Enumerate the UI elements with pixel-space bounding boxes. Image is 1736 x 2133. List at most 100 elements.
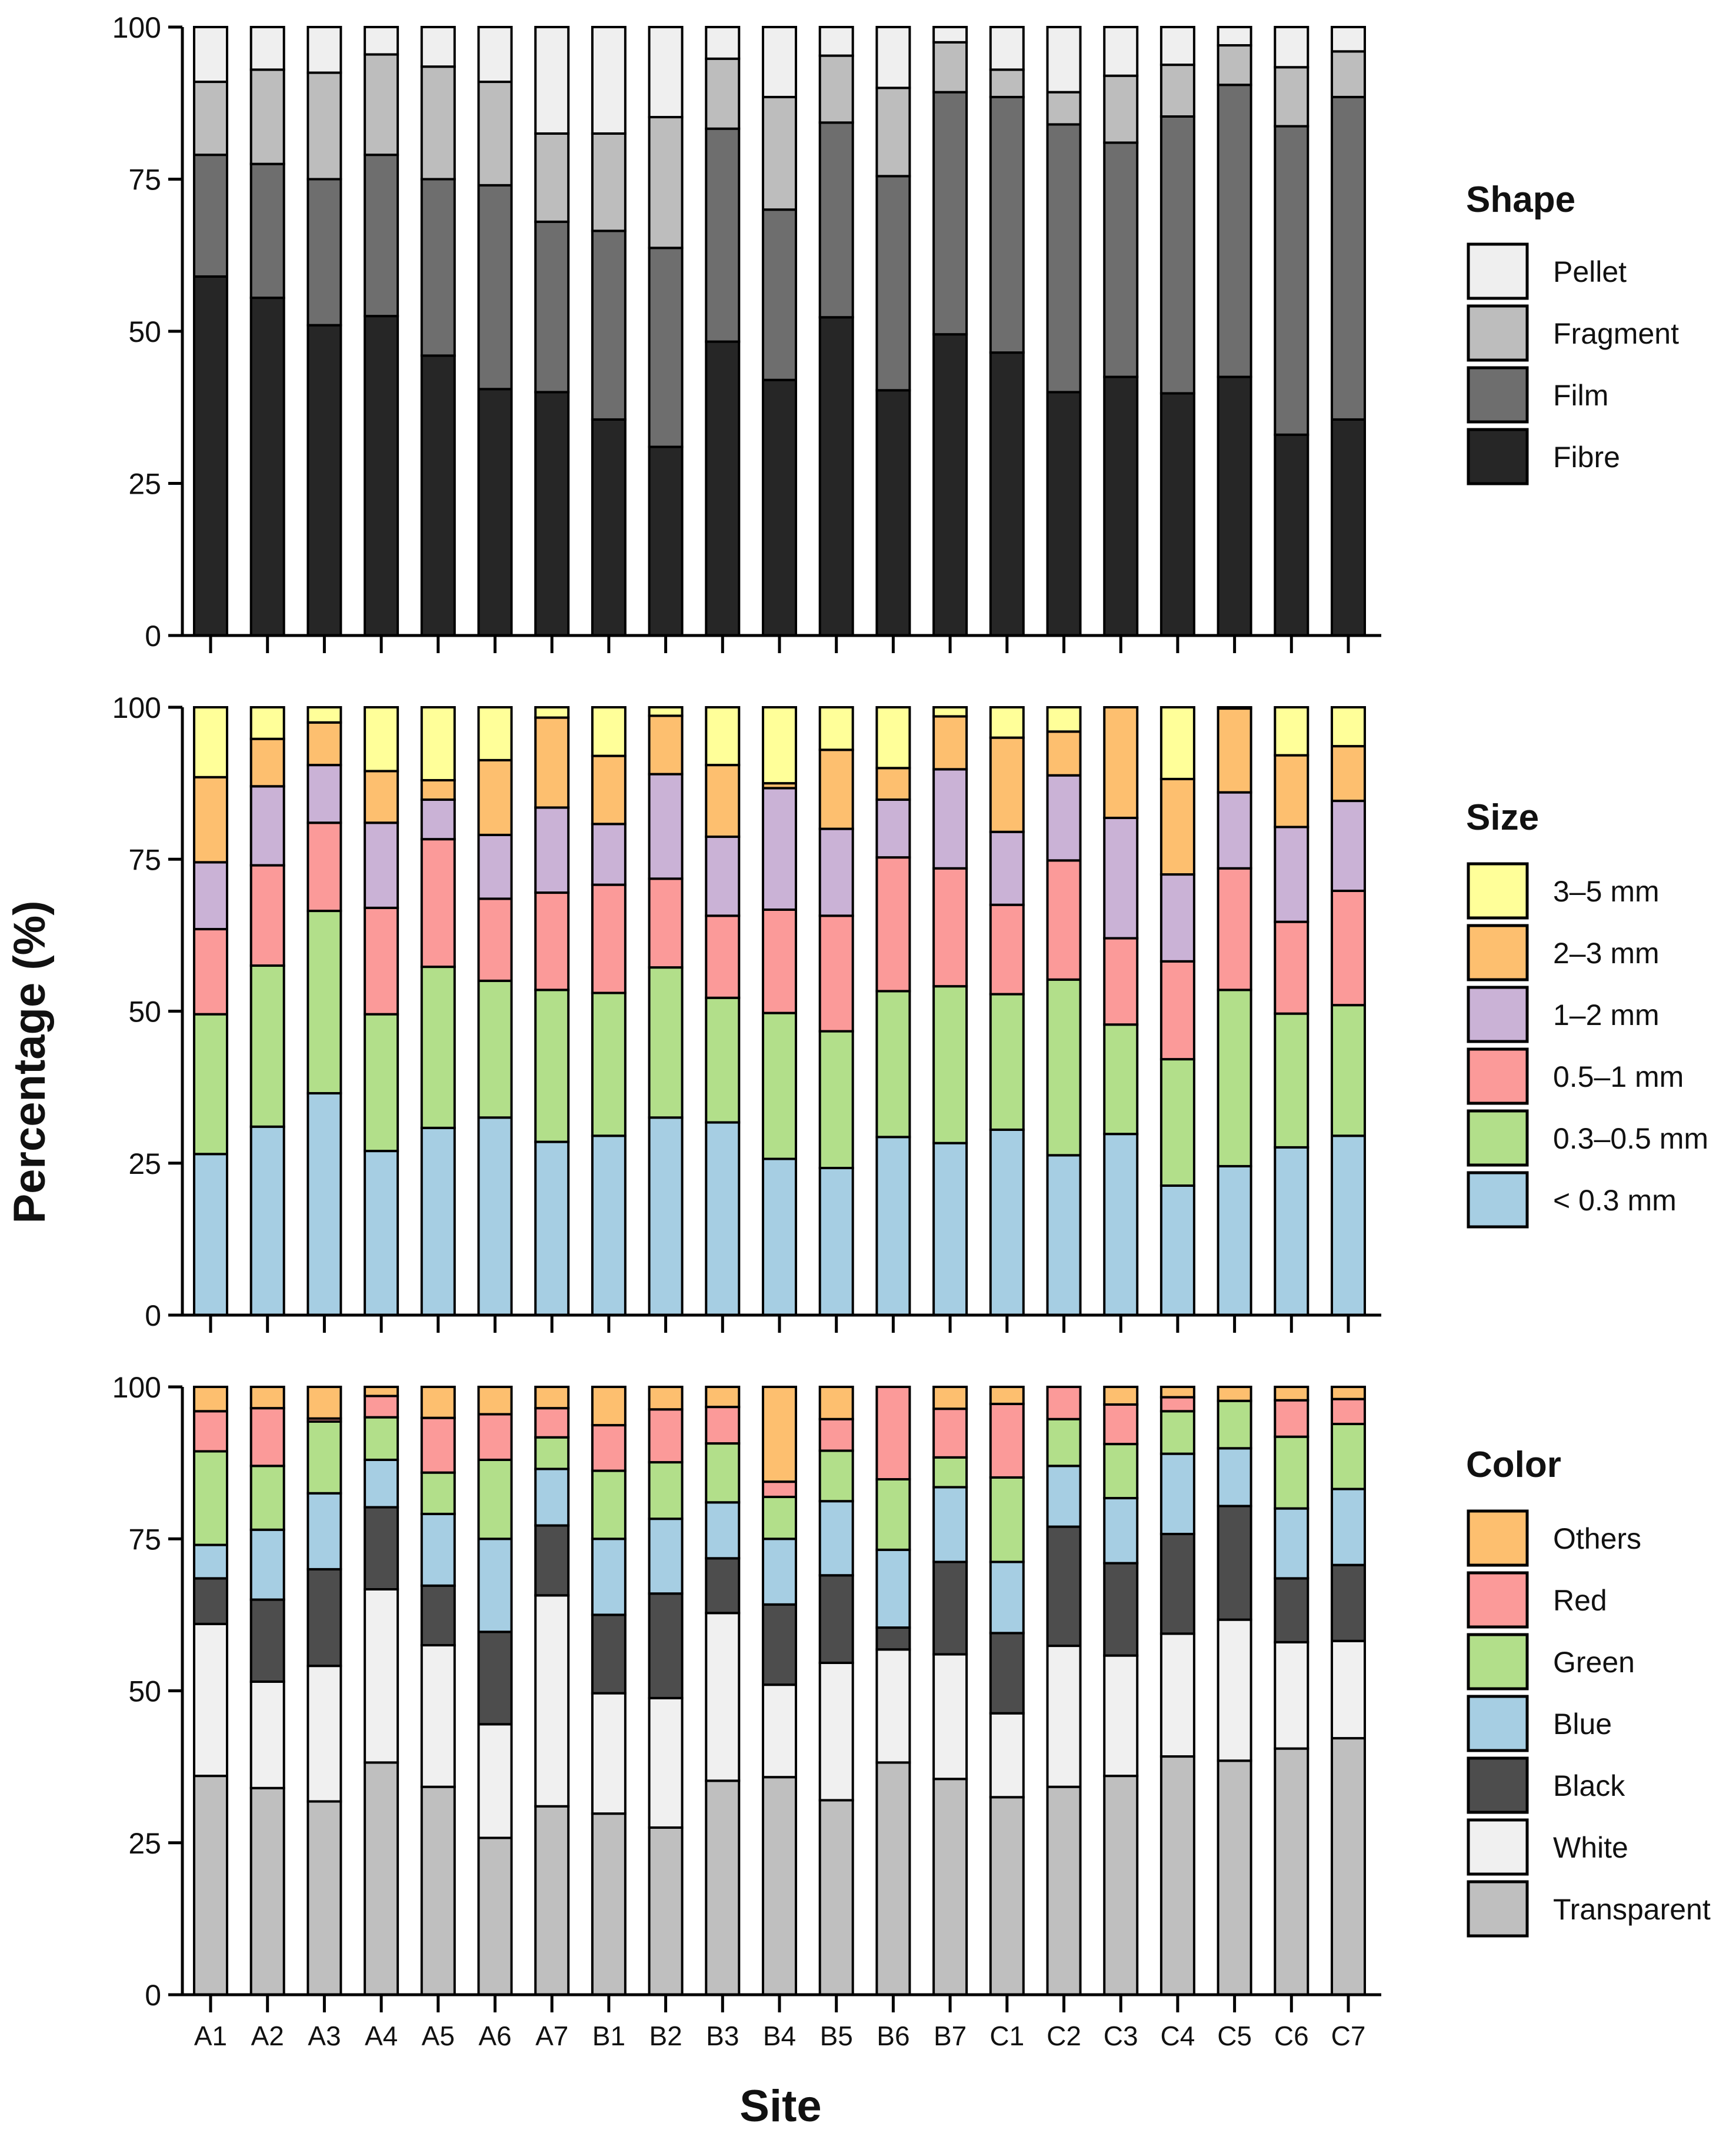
size-y-tick-label-50: 50 <box>128 996 161 1029</box>
color-bar-b7-red: B7 Red: 8% <box>932 1407 968 1459</box>
size-bar-c7-1-2-mm: C7 1–2 mm: 14.8% <box>1331 800 1366 892</box>
shape-bar-a3-pellet: A3 Pellet: 7.5% <box>306 26 342 74</box>
color-bar-a4-blue: A4 Blue: 7.8% <box>364 1458 399 1509</box>
color-bar-b7-blue: B7 Blue: 12.3% <box>932 1486 968 1563</box>
color-bar-b2-black: B2 Black: 17.2% <box>648 1592 684 1699</box>
size-bar-a5-1-2-mm: A5 1–2 mm: 6.5% <box>420 798 456 841</box>
size-bar-b3-0-5-1-mm: B3 0.5–1 mm: 13.5% <box>705 914 741 999</box>
size-bar-a1-0-3-0-5-mm: A1 0.3–0.5 mm: 23% <box>193 1013 228 1156</box>
x-tick-label-c2: C2 <box>1047 2021 1081 2051</box>
color-bar-a4-transparent: A4 Transparent: 38.2% <box>364 1761 399 1996</box>
color-bar-c7-green: C7 Green: 10.7% <box>1331 1423 1366 1490</box>
size-bar-c2-3-5-mm: C2 3–5 mm: 4% <box>1046 706 1082 733</box>
color-bar-b7-transparent: B7 Transparent: 35.5% <box>932 1778 968 1996</box>
color-bar-c4-transparent: C4 Transparent: 39.2% <box>1159 1755 1195 1996</box>
color-bar-c7-transparent: C7 Transparent: 42.2% <box>1331 1737 1366 1996</box>
shape-bar-c5-fragment: C5 Fragment: 6.5% <box>1217 44 1252 86</box>
color-bar-a7-white: A7 White: 34.7% <box>534 1594 570 1808</box>
shape-bar-b4-film: B4 Film: 28% <box>762 208 797 381</box>
size-bar-a2-0-3-mm: A2 < 0.3 mm: 31% <box>249 1125 285 1317</box>
size-bar-b7-0-5-1-mm: B7 0.5–1 mm: 19.4% <box>932 867 968 988</box>
x-tick-label-a6: A6 <box>478 2021 511 2051</box>
color-bar-b6-black: B6 Black: 3.6% <box>875 1626 911 1651</box>
shape-bar-a5-fibre: A5 Fibre: 46% <box>420 354 456 637</box>
shape-bar-a7-pellet: A7 Pellet: 17.5% <box>534 26 570 135</box>
size-bar-a3-0-3-mm: A3 < 0.3 mm: 36.5% <box>306 1092 342 1316</box>
size-bar-a1-3-5-mm: A1 3–5 mm: 11.5% <box>193 706 228 778</box>
shape-bar-b3-film: B3 Film: 35% <box>705 127 741 343</box>
color-legend-label-white: White <box>1553 1831 1628 1864</box>
shape-legend-swatch-film <box>1467 366 1529 424</box>
size-bar-a7-1-2-mm: A7 1–2 mm: 14% <box>534 806 570 894</box>
shape-bar-c2-fragment: C2 Fragment: 5.3% <box>1046 91 1082 126</box>
color-bar-a5-red: A5 Red: 9% <box>420 1416 456 1474</box>
color-bar-c6-blue: C6 Blue: 11.5% <box>1274 1507 1310 1580</box>
shape-bar-b6-fibre: B6 Fibre: 40.3% <box>875 389 911 637</box>
color-legend-label-others: Others <box>1553 1522 1641 1555</box>
size-bar-c6-2-3-mm: C6 2–3 mm: 11.8% <box>1274 754 1310 828</box>
size-bar-a7-2-3-mm: A7 2–3 mm: 14.8% <box>534 716 570 809</box>
size-bar-c7-0-5-1-mm: C7 0.5–1 mm: 18.8% <box>1331 889 1366 1007</box>
shape-bar-c5-fibre: C5 Fibre: 42.5% <box>1217 375 1252 637</box>
size-bar-b3-0-3-mm: B3 < 0.3 mm: 31.7% <box>705 1121 741 1316</box>
size-bar-b5-0-3-mm: B5 < 0.3 mm: 24.2% <box>818 1167 854 1317</box>
size-bar-c6-3-5-mm: C6 3–5 mm: 7.9% <box>1274 706 1310 757</box>
shape-bar-a7-fibre: A7 Fibre: 40% <box>534 391 570 637</box>
size-bar-b7-3-5-mm: B7 3–5 mm: 1.5% <box>932 706 968 718</box>
color-bar-b5-red: B5 Red: 5.2% <box>818 1417 854 1452</box>
shape-bar-a4-fragment: A4 Fragment: 16.5% <box>364 53 399 157</box>
size-bar-b4-0-5-1-mm: B4 0.5–1 mm: 17% <box>762 908 797 1014</box>
color-legend-swatch-green <box>1467 1633 1529 1691</box>
color-bar-a5-transparent: A5 Transparent: 34.2% <box>420 1785 456 1996</box>
color-bar-c4-red: C4 Red: 2.3% <box>1159 1396 1195 1413</box>
color-bar-a6-others: A6 Others: 4.5% <box>477 1386 513 1416</box>
y-axis-title: Percentage (%) <box>5 900 55 1223</box>
shape-bar-b4-fragment: B4 Fragment: 18.5% <box>762 95 797 211</box>
color-bar-a7-green: A7 Green: 5.2% <box>534 1436 570 1470</box>
color-bar-a2-green: A2 Green: 10.5% <box>249 1465 285 1531</box>
color-bar-b3-others: B3 Others: 3.3% <box>705 1386 741 1409</box>
size-bar-c7-0-3-mm: C7 < 0.3 mm: 29.5% <box>1331 1134 1366 1316</box>
x-tick-label-c5: C5 <box>1217 2021 1252 2051</box>
size-bar-a4-0-5-1-mm: A4 0.5–1 mm: 17.5% <box>364 906 399 1016</box>
size-bar-b5-2-3-mm: B5 2–3 mm: 13% <box>818 748 854 830</box>
color-bar-a1-transparent: A1 Transparent: 36% <box>193 1775 228 1996</box>
shape-legend-swatch-fibre <box>1467 428 1529 485</box>
color-y-tick-label-25: 25 <box>128 1827 161 1860</box>
size-bar-a6-0-5-1-mm: A6 0.5–1 mm: 13.5% <box>477 897 513 982</box>
shape-bar-b1-pellet: B1 Pellet: 17.5% <box>591 26 627 135</box>
color-bar-c6-white: C6 White: 17.5% <box>1274 1640 1310 1750</box>
size-bar-b2-0-3-0-5-mm: B2 0.3–0.5 mm: 24.7% <box>648 966 684 1119</box>
size-bar-a1-0-5-1-mm: A1 0.5–1 mm: 14% <box>193 928 228 1016</box>
shape-bar-a1-fibre: A1 Fibre: 59% <box>193 275 228 637</box>
shape-bar-c6-pellet: C6 Pellet: 6.6% <box>1274 26 1310 69</box>
color-bar-a2-blue: A2 Blue: 11.5% <box>249 1528 285 1601</box>
color-bar-b3-red: B3 Red: 6% <box>705 1406 741 1445</box>
color-bar-c2-white: C2 White: 23.2% <box>1046 1645 1082 1788</box>
size-bar-b1-3-5-mm: B1 3–5 mm: 8% <box>591 706 627 757</box>
size-legend-swatch-2-3-mm <box>1467 924 1529 981</box>
color-bar-c1-black: C1 Black: 13.2% <box>989 1632 1025 1715</box>
color-legend-label-green: Green <box>1553 1646 1635 1679</box>
size-bar-a4-0-3-0-5-mm: A4 0.3–0.5 mm: 22.5% <box>364 1013 399 1153</box>
size-y-tick-label-75: 75 <box>128 843 161 876</box>
shape-bar-a3-film: A3 Film: 24% <box>306 178 342 327</box>
color-bar-c6-green: C6 Green: 11.8% <box>1274 1435 1310 1510</box>
color-bar-a3-transparent: A3 Transparent: 31.8% <box>306 1800 342 1996</box>
shape-bar-c2-pellet: C2 Pellet: 10.7% <box>1046 26 1082 94</box>
shape-bar-b2-pellet: B2 Pellet: 14.8% <box>648 26 684 119</box>
shape-bar-a6-fragment: A6 Fragment: 17% <box>477 81 513 187</box>
size-bar-b6-3-5-mm: B6 3–5 mm: 10% <box>875 706 911 770</box>
color-bar-a1-white: A1 White: 25% <box>193 1622 228 1778</box>
color-bar-a4-white: A4 White: 28.5% <box>364 1588 399 1764</box>
shape-legend-swatch-pellet <box>1467 242 1529 300</box>
size-bar-a6-0-3-0-5-mm: A6 0.3–0.5 mm: 22.5% <box>477 979 513 1119</box>
size-bar-b2-1-2-mm: B2 1–2 mm: 17.2% <box>648 773 684 880</box>
size-bar-b1-1-2-mm: B1 1–2 mm: 10% <box>591 823 627 886</box>
color-bar-c5-blue: C5 Blue: 9.5% <box>1217 1447 1252 1508</box>
color-y-tick-label-50: 50 <box>128 1675 161 1708</box>
shape-legend-label-fragment: Fragment <box>1553 317 1679 350</box>
size-bar-c3-0-3-0-5-mm: C3 0.3–0.5 mm: 18% <box>1103 1023 1139 1136</box>
color-legend-label-blue: Blue <box>1553 1708 1612 1741</box>
